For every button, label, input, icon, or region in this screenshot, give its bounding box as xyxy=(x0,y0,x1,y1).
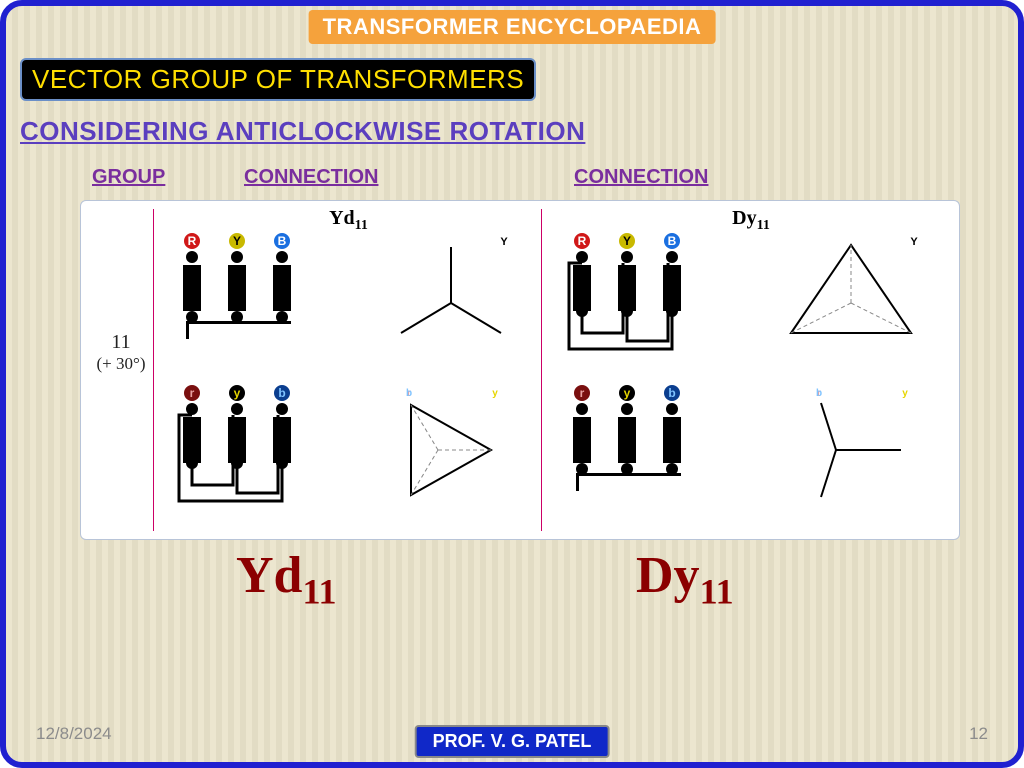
node-y: y xyxy=(487,385,503,401)
node-B: B xyxy=(779,233,797,251)
panel-title-dy11: Dy11 xyxy=(732,207,770,234)
node-y: y xyxy=(897,385,913,401)
yd11-primary-windings: R Y B xyxy=(171,233,341,363)
yd11-secondary-windings: r y b xyxy=(171,385,341,515)
node-R: R xyxy=(442,233,460,251)
big-label-dy11: Dy11 xyxy=(636,546,734,612)
dy11-secondary-windings: r y b xyxy=(561,385,731,515)
yd11-secondary-phasor: r y b xyxy=(371,385,521,515)
divider-1 xyxy=(153,209,154,531)
dy11-primary-phasor: R Y B xyxy=(771,233,931,363)
slide-frame: TRANSFORMER ENCYCLOPAEDIA VECTOR GROUP O… xyxy=(0,0,1024,768)
group-number: 11 xyxy=(91,331,151,354)
dy11-secondary-phasor: r y b xyxy=(781,385,931,515)
diagram-box: 11 (+ 30°) Yd11 R Y B R Y B xyxy=(80,200,960,540)
col-header-conn2: CONNECTION xyxy=(574,166,708,189)
group-angle: (+ 30°) xyxy=(91,354,151,374)
phase-B-cap: B xyxy=(274,233,290,249)
sub-banner: VECTOR GROUP OF TRANSFORMERS xyxy=(20,58,536,101)
phase-y-cap: y xyxy=(619,385,635,401)
top-banner: TRANSFORMER ENCYCLOPAEDIA xyxy=(309,10,716,44)
node-B: B xyxy=(391,233,409,251)
phase-r-cap: r xyxy=(574,385,590,401)
phase-Y-cap: Y xyxy=(229,233,245,249)
col-header-group: GROUP xyxy=(92,166,165,189)
footer-page: 12 xyxy=(969,724,988,744)
panel-dy11: Dy11 R Y B R Y B r y xyxy=(551,209,951,531)
yd11-primary-phasor: R Y B xyxy=(381,233,521,363)
phase-b-cap: b xyxy=(664,385,680,401)
node-Y: Y xyxy=(905,233,923,251)
node-b: b xyxy=(811,385,827,401)
footer-date: 12/8/2024 xyxy=(36,724,112,744)
node-b: b xyxy=(401,385,417,401)
node-Y: Y xyxy=(495,233,513,251)
main-heading: CONSIDERING ANTICLOCKWISE ROTATION xyxy=(20,116,585,147)
node-R: R xyxy=(842,233,860,251)
dy11-primary-windings: R Y B xyxy=(561,233,731,363)
phase-R-cap: R xyxy=(184,233,200,249)
big-label-yd11: Yd11 xyxy=(236,546,337,612)
panel-yd11: Yd11 R Y B R Y B r y b xyxy=(161,209,536,531)
panel-title-yd11: Yd11 xyxy=(329,207,368,234)
group-label: 11 (+ 30°) xyxy=(91,331,151,374)
divider-2 xyxy=(541,209,542,531)
footer-author: PROF. V. G. PATEL xyxy=(415,725,610,758)
col-header-conn1: CONNECTION xyxy=(244,166,378,189)
